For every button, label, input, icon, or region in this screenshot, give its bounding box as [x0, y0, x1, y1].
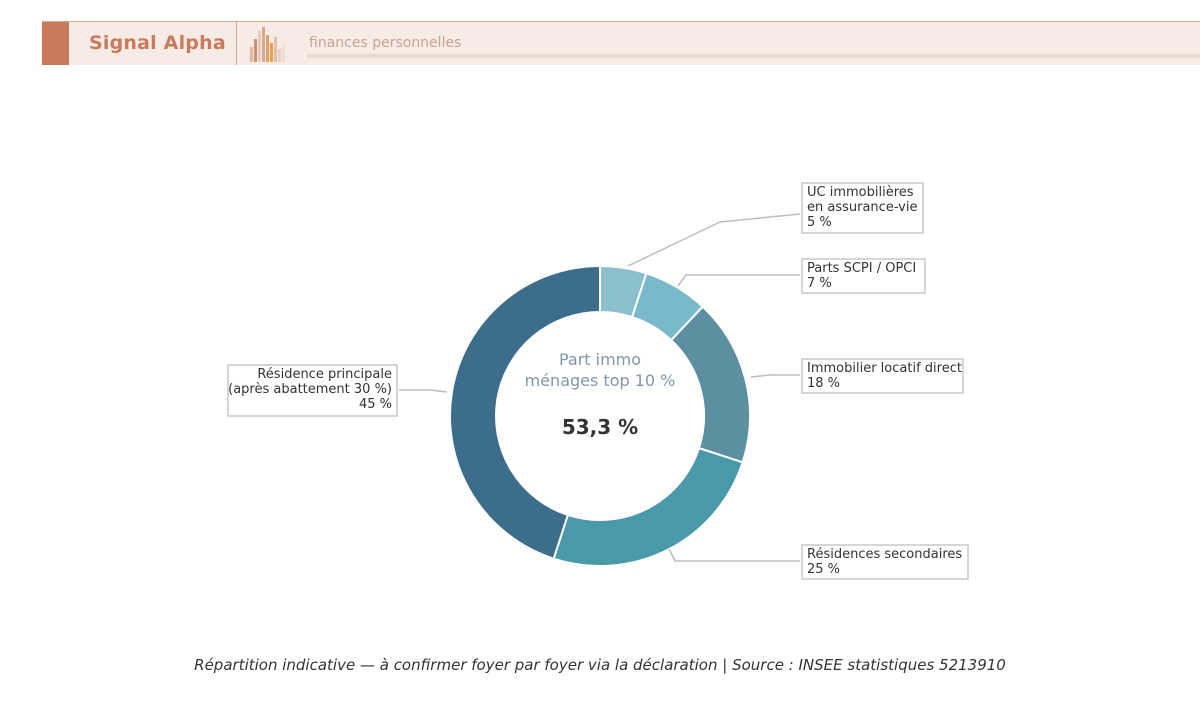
callout-text-4-2: 45 % — [359, 397, 392, 412]
callout-box-0 — [801, 182, 924, 234]
callout-line-2 — [750, 374, 800, 378]
donut-slice-2[interactable] — [669, 305, 751, 464]
callout-text-4-0: Résidence principale — [257, 367, 392, 382]
callout-text-0-2: 5 % — [807, 215, 832, 230]
callout-box-2 — [801, 358, 964, 394]
callout-box-1 — [801, 258, 926, 294]
callout-line-1 — [677, 274, 800, 287]
callout-line-0 — [627, 213, 801, 267]
bar-chart-icon — [250, 27, 285, 62]
callout-text-2-1: 18 % — [807, 376, 840, 391]
brand-name[interactable]: Signal Alpha — [89, 32, 226, 54]
callout-box-4 — [227, 364, 398, 417]
callout-text-1-1: 7 % — [807, 276, 832, 291]
callout-line-4 — [399, 389, 448, 393]
callout-line-3 — [668, 548, 800, 562]
callout-text-2-0: Immobilier locatif direct — [807, 361, 962, 376]
center-label-line1: Part immo — [559, 350, 641, 369]
donut-slice-4[interactable] — [449, 264, 601, 560]
callout-text-4-1: (après abattement 30 %) — [228, 382, 392, 397]
site-header: Signal Alpha finances personnelles — [42, 21, 1200, 65]
header-separator — [236, 22, 237, 65]
tagline-underline — [307, 54, 1200, 58]
callout-box-3 — [801, 544, 969, 580]
callout-text-3-0: Résidences secondaires — [807, 547, 962, 562]
header-tagline: finances personnelles — [309, 35, 462, 51]
header-accent-block — [42, 22, 69, 65]
center-value: 53,3 % — [562, 415, 638, 439]
donut-slice-3[interactable] — [552, 446, 744, 567]
callout-text-0-1: en assurance-vie — [807, 200, 917, 215]
callout-text-3-1: 25 % — [807, 562, 840, 577]
callout-text-0-0: UC immobilières — [807, 185, 914, 200]
center-label-line2: ménages top 10 % — [525, 371, 676, 390]
chart-caption: Répartition indicative — à confirmer foy… — [194, 656, 1006, 674]
callout-text-1-0: Parts SCPI / OPCI — [807, 261, 916, 276]
